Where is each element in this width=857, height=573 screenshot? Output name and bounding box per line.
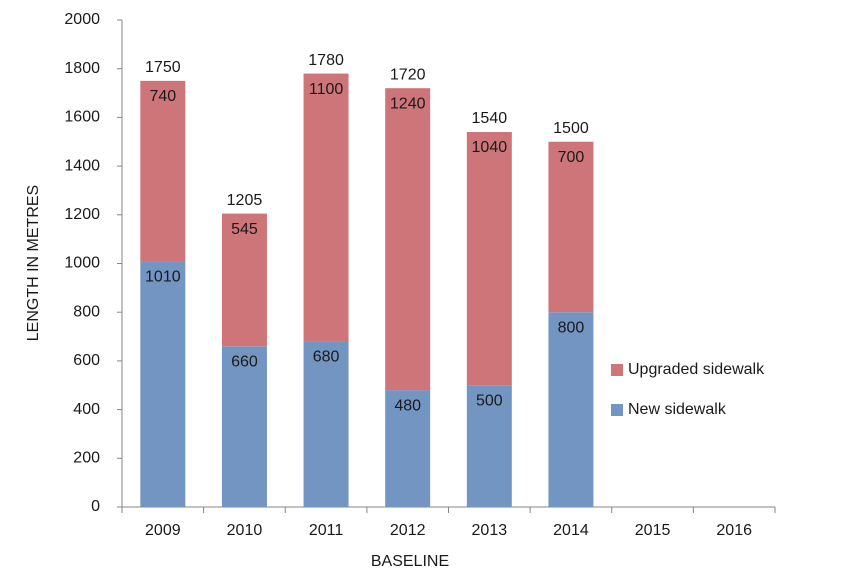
x-tick-label: 2010 [227,522,263,539]
x-tick-label: 2016 [716,522,752,539]
total-label: 1750 [145,59,181,76]
value-label: 1100 [309,81,344,98]
y-tick-label: 800 [73,303,100,320]
bar-segment [548,312,594,507]
x-tick-label: 2013 [472,522,508,539]
bar-segment [466,132,512,386]
total-label: 1205 [227,192,263,209]
y-axis-label: LENGTH IN METRES [25,185,42,341]
legend-swatch [611,404,623,416]
y-tick-label: 600 [73,352,100,369]
x-axis-label: BASELINE [371,553,449,570]
bar-segment [221,213,267,347]
value-label: 680 [313,349,340,366]
value-label: 1040 [472,139,508,156]
bar-segment [140,80,186,262]
y-tick-label: 200 [73,450,100,467]
bar-segment [303,73,349,342]
y-tick-label: 1400 [64,157,100,174]
bar-segment [548,141,594,313]
bar-segment [303,341,349,507]
value-label: 740 [149,88,176,105]
value-label: 545 [231,221,258,238]
x-tick-label: 2011 [309,522,344,539]
value-label: 500 [476,392,503,409]
x-tick-label: 2009 [145,522,181,539]
value-label: 660 [231,354,258,371]
bar-segment [221,346,267,507]
x-tick-label: 2015 [635,522,671,539]
y-tick-label: 0 [91,498,100,515]
x-tick-label: 2014 [553,522,589,539]
total-label: 1720 [390,66,426,83]
value-label: 700 [558,149,585,166]
legend-label: New sidewalk [628,401,727,418]
y-tick-label: 1000 [64,255,100,272]
total-label: 1540 [472,110,508,127]
y-tick-label: 400 [73,401,100,418]
value-label: 480 [394,397,421,414]
legend-label: Upgraded sidewalk [628,361,765,378]
bar-segment [385,390,431,507]
y-tick-label: 1600 [64,109,100,126]
y-tick-label: 1800 [64,60,100,77]
legend-swatch [611,364,623,376]
bar-segment [140,261,186,507]
value-label: 1010 [145,268,181,285]
bar-segment [385,88,431,391]
total-label: 1780 [308,52,344,69]
value-label: 1240 [390,95,426,112]
total-label: 1500 [553,120,589,137]
value-label: 800 [558,319,585,336]
x-tick-label: 2012 [390,522,426,539]
bar-segment [466,385,512,507]
y-tick-label: 2000 [64,11,100,28]
y-tick-label: 1200 [64,206,100,223]
